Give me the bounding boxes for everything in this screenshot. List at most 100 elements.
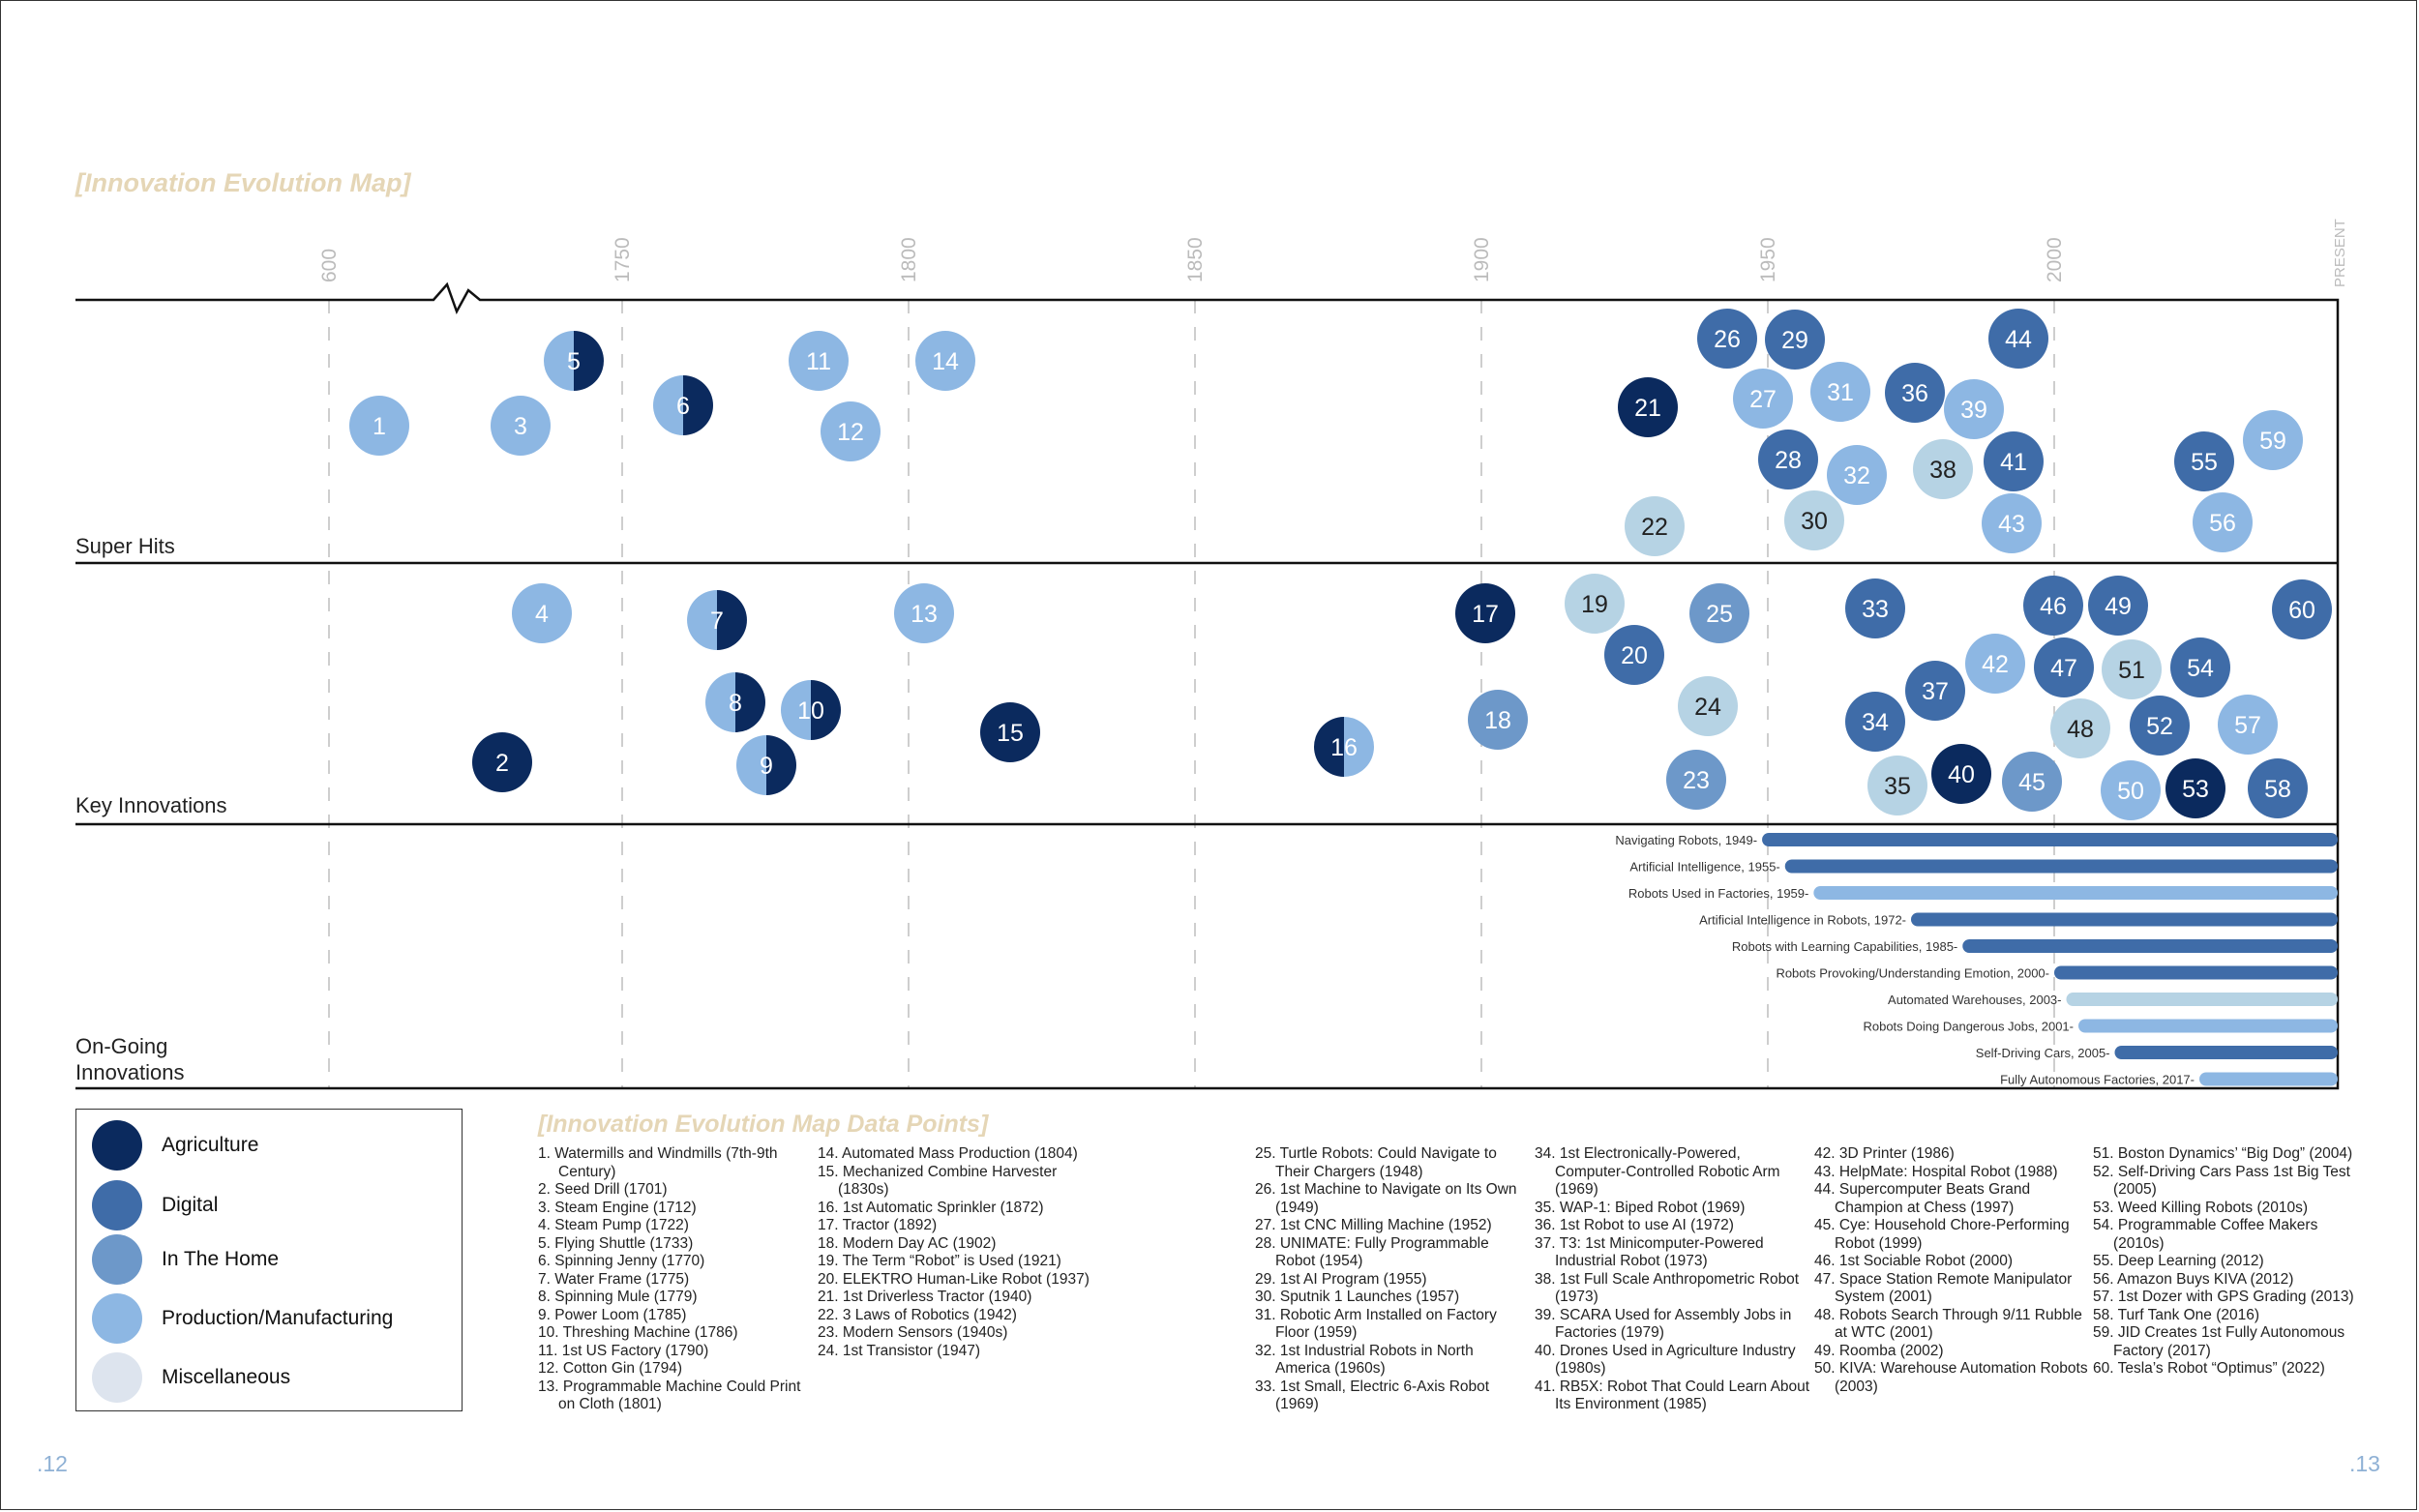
bubble — [1625, 496, 1685, 556]
data-point-25: 25 — [1689, 583, 1749, 643]
data-point-entry: 29. 1st AI Program (1955) — [1255, 1270, 1427, 1288]
bubble — [1604, 625, 1664, 685]
data-point-entry: 32. 1st Industrial Robots in North Ameri… — [1255, 1342, 1474, 1378]
axis-tick-label: PRESENT — [2332, 219, 2348, 287]
data-point-entry: 39. SCARA Used for Assembly Jobs in Fact… — [1535, 1306, 1792, 1342]
bubble-half-left — [687, 590, 717, 650]
data-point-8: 8 — [705, 672, 765, 732]
bubble-half-right — [574, 331, 604, 391]
data-point-9: 9 — [736, 735, 796, 795]
data-point-entry: 13. Programmable Machine Could Print on … — [538, 1378, 801, 1413]
bubble — [1984, 431, 2044, 491]
bubble-label: 35 — [1884, 773, 1911, 800]
data-point-36: 36 — [1885, 363, 1945, 423]
data-point-entry: 22. 3 Laws of Robotics (1942) — [818, 1306, 1017, 1323]
bubble-label: 20 — [1621, 642, 1648, 669]
legend: Agriculture Digital In The Home Producti… — [75, 1109, 463, 1411]
data-point-entry: 58. Turf Tank One (2016) — [2093, 1306, 2260, 1323]
data-point-24: 24 — [1678, 676, 1738, 736]
bubble-label: 1 — [373, 413, 386, 440]
data-point-26: 26 — [1697, 309, 1757, 369]
data-point-15: 15 — [980, 702, 1040, 762]
data-point-entry: 30. Sputnik 1 Launches (1957) — [1255, 1289, 1460, 1305]
bubble-half-right — [1344, 717, 1374, 777]
data-point-55: 55 — [2174, 431, 2234, 491]
bubble — [1931, 744, 1991, 804]
data-point-21: 21 — [1618, 377, 1678, 437]
bubble-label: 18 — [1484, 707, 1511, 734]
data-point-11: 11 — [789, 331, 849, 391]
legend-label: Miscellaneous — [162, 1366, 291, 1388]
data-point-57: 57 — [2218, 695, 2278, 755]
ongoing-bar-label: Self-Driving Cars, 2005- — [1976, 1046, 2110, 1060]
bubble-half-left — [781, 680, 811, 740]
bubble-label: 39 — [1960, 397, 1987, 424]
data-point-entry: 4. Steam Pump (1722) — [538, 1217, 689, 1233]
data-point-50: 50 — [2101, 760, 2161, 820]
axis-tick-label: 2000 — [2044, 237, 2066, 282]
bubble-half-right — [717, 590, 747, 650]
bubble-label: 55 — [2191, 449, 2218, 476]
legend-item-digital: Digital — [92, 1180, 218, 1230]
bubble-half-right — [683, 375, 713, 435]
data-point-19: 19 — [1565, 574, 1625, 634]
page-number-right: .13 — [2349, 1451, 2380, 1476]
bubble-label: 19 — [1581, 591, 1608, 618]
data-point-59: 59 — [2243, 410, 2303, 470]
legend-item-in-the-home: In The Home — [92, 1234, 279, 1285]
data-points-column: 14. Automated Mass Production (1804) 15. … — [818, 1145, 1093, 1360]
bubble-half-left — [736, 735, 766, 795]
bubble-label: 17 — [1472, 601, 1499, 628]
band-label-key-innovations: Key Innovations — [75, 793, 227, 817]
legend-swatch-in-the-home — [92, 1234, 142, 1285]
data-point-53: 53 — [2165, 758, 2225, 818]
bubble-label: 43 — [1998, 511, 2025, 538]
bubble — [2101, 760, 2161, 820]
bubble — [1944, 379, 2004, 439]
data-point-56: 56 — [2193, 492, 2253, 552]
bubble-label: 46 — [2040, 593, 2067, 620]
bubble-label: 10 — [797, 697, 824, 725]
data-point-entry: 36. 1st Robot to use AI (1972) — [1535, 1217, 1734, 1233]
bubble-label: 32 — [1843, 462, 1870, 489]
bubble-label: 12 — [837, 419, 864, 446]
data-point-entry: 54. Programmable Coffee Makers (2010s) — [2093, 1217, 2318, 1252]
legend-label: In The Home — [162, 1248, 280, 1270]
ongoing-bar-label: Automated Warehouses, 2003- — [1888, 993, 2061, 1007]
data-point-entry: 6. Spinning Jenny (1770) — [538, 1253, 705, 1269]
bubble-label: 22 — [1641, 514, 1668, 541]
bubble-label: 29 — [1781, 327, 1808, 354]
bubble — [1697, 309, 1757, 369]
data-point-38: 38 — [1913, 439, 1973, 499]
data-point-20: 20 — [1604, 625, 1664, 685]
bubble-half-right — [766, 735, 796, 795]
data-point-entry: 38. 1st Full Scale Anthropometric Robot … — [1535, 1270, 1800, 1306]
bubble — [2002, 752, 2062, 812]
ongoing-bar-label: Artificial Intelligence in Robots, 1972- — [1699, 913, 1906, 928]
data-points-title: [Innovation Evolution Map Data Points] — [538, 1111, 989, 1138]
data-point-entry: 5. Flying Shuttle (1733) — [538, 1234, 694, 1252]
ongoing-bar — [2054, 965, 2338, 980]
bubble-label: 56 — [2209, 510, 2236, 537]
legend-label: Digital — [162, 1194, 219, 1216]
bubble-label: 31 — [1827, 379, 1854, 406]
data-point-13: 13 — [894, 583, 954, 643]
data-point-47: 47 — [2034, 637, 2094, 697]
data-point-entry: 11. 1st US Factory (1790) — [538, 1342, 709, 1359]
data-point-entry: 55. Deep Learning (2012) — [2093, 1253, 2264, 1269]
ongoing-bar — [2078, 1019, 2338, 1033]
bubble — [2170, 637, 2230, 697]
bubble-label: 15 — [997, 720, 1024, 747]
bubble-label: 50 — [2117, 778, 2144, 805]
data-points-column: 34. 1st Electronically-Powered, Computer… — [1535, 1145, 1810, 1414]
data-point-6: 6 — [653, 375, 713, 435]
bubble — [2088, 576, 2148, 636]
bubble-label: 25 — [1706, 601, 1733, 628]
data-point-entry: 14. Automated Mass Production (1804) — [818, 1145, 1078, 1162]
bubble-label: 60 — [2288, 597, 2315, 624]
data-point-entry: 2. Seed Drill (1701) — [538, 1181, 668, 1198]
data-point-43: 43 — [1982, 493, 2042, 553]
bubble-label: 21 — [1634, 395, 1661, 422]
bubble-label: 52 — [2146, 713, 2173, 740]
bubble-half-left — [705, 672, 735, 732]
